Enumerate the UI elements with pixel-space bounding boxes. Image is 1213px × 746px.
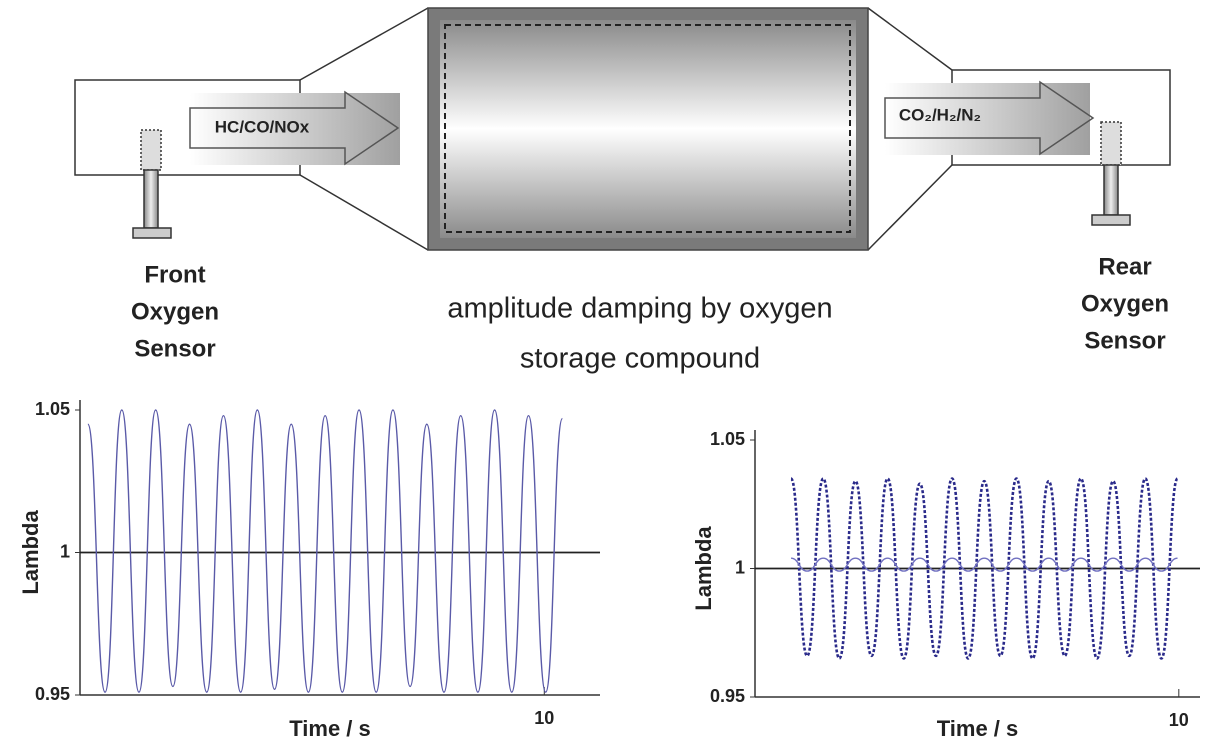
sensor-stem xyxy=(1103,164,1119,216)
x-axis-label: Time / s xyxy=(289,716,371,741)
converter-body xyxy=(440,20,856,238)
data-line xyxy=(790,557,1178,572)
sensor-label: Sensor xyxy=(1084,327,1165,354)
y-axis-label: Lambda xyxy=(691,526,716,611)
sensor-stem xyxy=(143,169,159,229)
y-tick-label: 0.95 xyxy=(710,686,745,706)
x-tick-label: 10 xyxy=(534,708,554,728)
sensor-label: Oxygen xyxy=(131,298,219,325)
sensor-label: Rear xyxy=(1098,253,1151,280)
sensor-tip xyxy=(140,129,162,171)
substrate xyxy=(444,24,851,233)
flow-arrow xyxy=(884,80,1095,156)
data-line xyxy=(87,409,564,693)
x-axis-label: Time / s xyxy=(937,716,1019,741)
caption: storage compound xyxy=(520,343,760,375)
y-tick-label: 1.05 xyxy=(710,429,745,449)
cone xyxy=(299,7,953,251)
sensor-label: Sensor xyxy=(134,335,215,362)
data-line xyxy=(789,477,1179,660)
sensor-base xyxy=(1091,214,1131,226)
flow-arrow xyxy=(189,90,400,166)
y-tick-label: 1.05 xyxy=(35,399,70,419)
caption: amplitude damping by oxygen xyxy=(447,293,832,325)
inlet-gas: HC/CO/NOx xyxy=(215,117,310,136)
y-tick-label: 0.95 xyxy=(35,684,70,704)
y-axis-label: Lambda xyxy=(18,510,43,595)
y-tick-label: 1 xyxy=(735,557,745,577)
outlet-gas: CO₂/H₂/N₂ xyxy=(899,105,981,124)
sensor-label: Oxygen xyxy=(1081,290,1169,317)
sensor-tip xyxy=(1100,121,1122,166)
sensor-label: Front xyxy=(144,261,205,288)
x-tick-label: 10 xyxy=(1169,710,1189,730)
y-tick-label: 1 xyxy=(60,541,70,561)
sensor-base xyxy=(132,227,172,239)
catalyst-diagram xyxy=(74,7,1171,251)
